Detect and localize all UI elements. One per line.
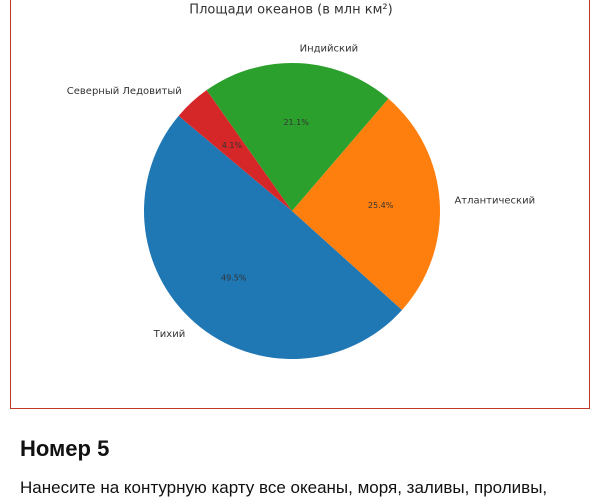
slice-label: Тихий (153, 329, 186, 340)
chart: Площади океанов (в млн км²) Тихий 49.5% Ат… (67, 3, 535, 359)
value-label: 4.1% (222, 141, 243, 150)
pie-slice (292, 98, 441, 310)
slice-label: Индийский (300, 43, 358, 54)
value-label: 25.4% (368, 201, 394, 210)
slice-label: Северный Ледовитый (67, 86, 182, 97)
paragraph: Нанесите на контурную карту все океаны, … (20, 478, 548, 497)
pie-slice (178, 90, 292, 211)
value-label: 21.1% (283, 118, 309, 127)
value-label: 49.5% (221, 274, 247, 283)
heading: Номер 5 (20, 436, 110, 461)
chart-title: Площади океанов (в млн км²) (189, 3, 392, 18)
pie-slice (206, 63, 389, 211)
slice-label: Атлантический (454, 196, 535, 207)
pie-slice (144, 115, 403, 359)
chart-frame: Площади океанов (в млн км²) Тихий 49.5% Ат… (10, 0, 590, 409)
